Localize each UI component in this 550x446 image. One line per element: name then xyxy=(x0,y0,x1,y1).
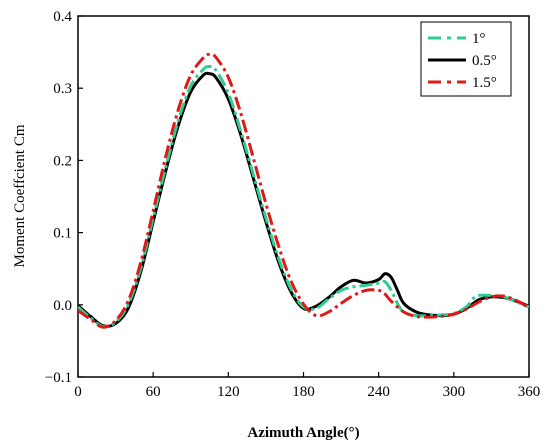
y-tick-label: 0.2 xyxy=(53,153,72,169)
x-axis-title: Azimuth Angle(°) xyxy=(247,425,359,441)
axis-ticks: 0 60 120 180 240 300 360 −0.1 0.0 0.1 0.2 0.3 0.4 xyxy=(45,9,540,400)
legend-label: 1.5° xyxy=(472,75,497,91)
x-tick-label: 180 xyxy=(292,384,315,400)
y-tick-label: 0.1 xyxy=(53,226,72,242)
x-tick-label: 120 xyxy=(217,384,240,400)
y-tick-label: 0.0 xyxy=(53,298,72,314)
y-tick-label: 0.4 xyxy=(53,9,72,25)
x-tick-label: 60 xyxy=(146,384,161,400)
y-tick-label: −0.1 xyxy=(45,370,72,386)
y-axis-title: Moment Coeffcient Cm xyxy=(12,124,28,267)
x-tick-label: 360 xyxy=(518,384,541,400)
series-layer xyxy=(78,52,529,329)
y-tick-label: 0.3 xyxy=(53,81,72,97)
legend-label: 1° xyxy=(472,31,486,47)
legend: 1° 0.5° 1.5° xyxy=(420,21,512,97)
series-line xyxy=(78,71,529,328)
legend-label: 0.5° xyxy=(472,53,497,69)
series-line xyxy=(78,64,529,329)
x-tick-label: 300 xyxy=(443,384,466,400)
x-tick-label: 0 xyxy=(74,384,82,400)
series-line xyxy=(78,52,529,329)
x-tick-label: 240 xyxy=(367,384,390,400)
